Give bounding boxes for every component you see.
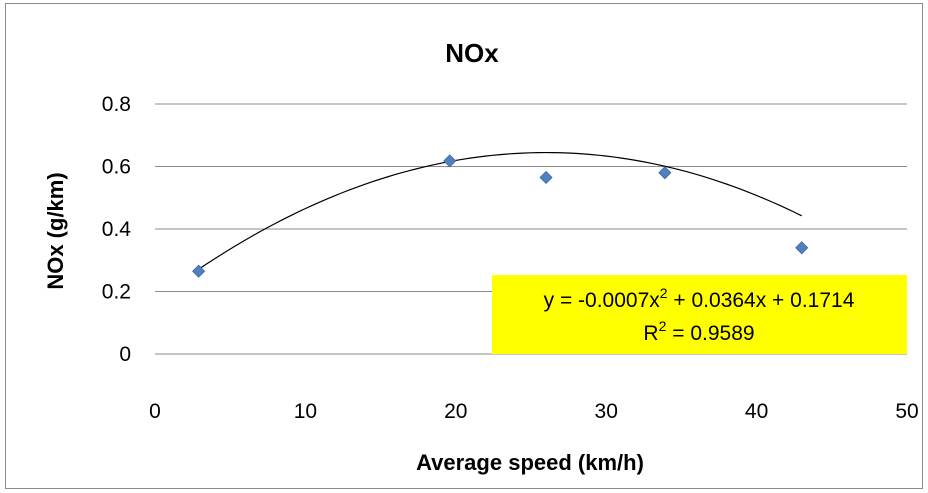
x-tick-label: 50 [895, 400, 918, 423]
x-axis-label: Average speed (km/h) [416, 450, 644, 475]
x-tick-label: 40 [745, 400, 768, 423]
x-tick-label: 0 [149, 400, 161, 423]
x-tick-label: 30 [595, 400, 618, 423]
data-point [539, 170, 553, 185]
data-point [192, 264, 206, 278]
y-tick-label: 0 [119, 343, 131, 366]
y-tick-label: 0.6 [102, 156, 131, 179]
equation-text: y = -0.0007x2 + 0.0364x + 0.1714 [544, 285, 855, 312]
trendline-equation-box: y = -0.0007x2 + 0.0364x + 0.1714 R2 = 0.… [492, 275, 907, 354]
y-tick-label: 0.8 [102, 93, 131, 116]
chart-frame [5, 3, 923, 489]
trendline [198, 151, 802, 270]
data-point [658, 166, 672, 180]
x-tick-label: 10 [294, 400, 317, 423]
chart-title: NOx [445, 38, 499, 68]
y-axis-label: NOx (g/km) [43, 172, 68, 289]
x-tick-label: 20 [444, 400, 467, 423]
y-tick-label: 0.4 [102, 218, 132, 241]
y-tick-label: 0.2 [102, 281, 131, 304]
data-points [192, 154, 809, 278]
equation-background [492, 275, 907, 354]
y-tick-labels: 0 0.2 0.4 0.6 0.8 [102, 93, 132, 366]
data-point [443, 154, 457, 168]
data-point [795, 241, 809, 255]
r-squared-text: R2 = 0.9589 [643, 318, 754, 345]
x-tick-labels: 0 10 20 30 40 50 [149, 400, 919, 423]
